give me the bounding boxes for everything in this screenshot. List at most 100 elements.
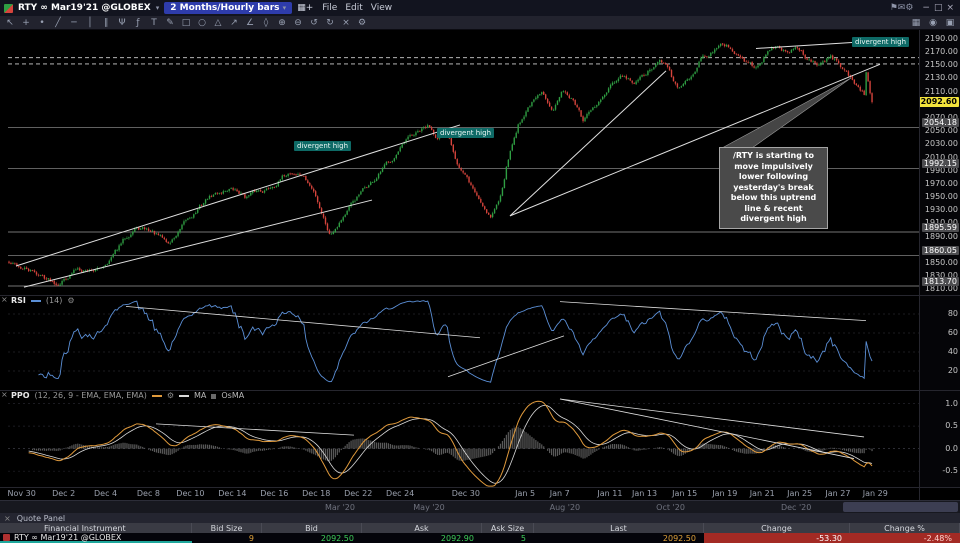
column-header-change[interactable]: Change [704, 523, 850, 533]
window-controls: − □ × [920, 3, 956, 13]
close-button[interactable]: × [946, 3, 954, 13]
maximize-button[interactable]: □ [933, 3, 943, 13]
rectangle-icon[interactable]: □ [181, 17, 191, 28]
redo-icon[interactable]: ↻ [326, 17, 334, 28]
menu-bar: File Edit View [318, 3, 396, 13]
last-cell: 2092.50 [662, 533, 696, 543]
ppo-settings-icon[interactable]: ⚙ [166, 391, 174, 400]
chart-grid-icon[interactable]: ▦ [297, 3, 306, 13]
parallel-channel-icon[interactable]: ∥ [103, 17, 109, 28]
panel-toggle-icon[interactable]: ▣ [945, 17, 955, 28]
column-header-bid[interactable]: Bid [262, 523, 362, 533]
price-tick: 1850.00 [924, 258, 958, 268]
price-level-badge: 2054.18 [921, 118, 959, 128]
symbol-selector[interactable]: RTY ∞ Mar19'21 @GLOBEX [18, 3, 151, 13]
alert-flag-icon[interactable]: ⚑ [889, 3, 898, 13]
analysis-callout[interactable]: /RTY is starting to move impulsively low… [719, 147, 828, 229]
column-header-change-[interactable]: Change % [850, 523, 960, 533]
timeframe-button[interactable]: 2 Months/Hourly bars ▾ [164, 2, 293, 14]
date-label: Jan 11 [597, 489, 623, 498]
delete-icon[interactable]: × [342, 17, 350, 28]
menu-edit[interactable]: Edit [345, 3, 363, 13]
ppo-tick: 0.5 [945, 421, 958, 431]
ppo-label: PPO [11, 391, 30, 400]
arrow-tool-icon[interactable]: ↗ [230, 17, 238, 28]
scrollbar-month-label: Aug '20 [549, 503, 581, 512]
grid-layout-icon[interactable]: ▦ [911, 17, 921, 28]
column-header-ask[interactable]: Ask [362, 523, 482, 533]
compare-icon[interactable]: + [305, 3, 314, 13]
toolbar-right-tools: ▦ ◉ ▣ [909, 17, 957, 29]
price-level-badge: 1860.05 [921, 246, 959, 256]
fibonacci-icon[interactable]: ƒ [136, 17, 140, 28]
symbol-caret-icon[interactable]: ▾ [155, 4, 160, 12]
instrument-cell[interactable]: RTY ∞ Mar19'21 @GLOBEX [0, 533, 192, 543]
price-tick: 2110.00 [924, 86, 958, 96]
trend-line-icon[interactable]: ╱ [55, 17, 61, 28]
snapshot-icon[interactable]: ◉ [929, 17, 937, 28]
ppo-tick: 1.0 [945, 398, 958, 408]
angle-icon[interactable]: ∠ [245, 17, 255, 28]
panel-separator [0, 295, 960, 296]
rsi-tick: 40 [947, 347, 958, 356]
menu-file[interactable]: File [322, 3, 338, 13]
ppo-plot[interactable] [8, 390, 920, 487]
quote-panel-close-icon[interactable]: × [4, 513, 11, 523]
column-header-financial-instrument[interactable]: Financial Instrument [0, 523, 192, 533]
triangle-icon[interactable]: △ [214, 17, 222, 28]
rsi-close-icon[interactable]: × [1, 295, 8, 304]
column-header-ask-size[interactable]: Ask Size [482, 523, 534, 533]
ma-line-swatch [179, 395, 189, 397]
divergent-high-badge[interactable]: divergent high [852, 37, 910, 47]
horizontal-line-icon[interactable]: ─ [71, 17, 77, 28]
ppo-panel[interactable] [8, 390, 920, 487]
rsi-panel[interactable] [8, 295, 920, 390]
note-icon[interactable]: ✎ [166, 17, 174, 28]
price-level-badge: 1992.15 [921, 159, 959, 169]
osma-swatch [211, 393, 217, 399]
pitchfork-icon[interactable]: Ψ [118, 17, 126, 28]
divergent-high-badge[interactable]: divergent high [294, 141, 352, 151]
minimize-button[interactable]: − [922, 3, 930, 13]
rsi-plot[interactable] [8, 295, 920, 390]
ellipse-icon[interactable]: ○ [198, 17, 206, 28]
point-icon[interactable]: • [39, 17, 45, 28]
divergent-high-badge[interactable]: divergent high [437, 128, 495, 138]
scrollbar-thumb[interactable] [842, 502, 959, 512]
crosshair-icon[interactable]: + [22, 17, 30, 28]
zoom-out-icon[interactable]: ⊖ [294, 17, 302, 28]
title-bar: RTY ∞ Mar19'21 @GLOBEX ▾ 2 Months/Hourly… [0, 0, 960, 16]
eraser-icon[interactable]: ◊ [263, 17, 269, 28]
quote-row[interactable]: RTY ∞ Mar19'21 @GLOBEX 9 2092.50 2092.90… [0, 533, 960, 543]
settings-gear-icon[interactable]: ⚙ [905, 3, 914, 13]
text-tool-icon[interactable]: T [151, 17, 157, 28]
column-header-last[interactable]: Last [534, 523, 704, 533]
menu-view[interactable]: View [370, 3, 393, 13]
message-icon[interactable]: ✉ [897, 3, 906, 13]
zoom-in-icon[interactable]: ⊕ [278, 17, 286, 28]
price-axis[interactable]: 2190.00 2170.00 2150.00 2130.00 2110.00 2070.… [918, 30, 960, 295]
rsi-settings-icon[interactable]: ⚙ [67, 296, 75, 305]
price-tick: 1890.00 [924, 231, 958, 241]
chart-scrollbar[interactable]: Mar '20 May '20 Aug '20 Oct '20 Dec '20 [0, 500, 960, 513]
rsi-axis: 80 60 40 20 [920, 295, 960, 390]
quote-panel-title: Quote Panel [16, 513, 66, 523]
undo-icon[interactable]: ↺ [310, 17, 318, 28]
scrollbar-month-label: Oct '20 [656, 503, 685, 512]
price-level-badge: 1813.70 [921, 276, 959, 286]
vertical-line-icon[interactable]: │ [87, 17, 93, 28]
date-axis[interactable]: Nov 30 Dec 2 Dec 4 Dec 8 Dec 10 Dec 14 Dec 16 D… [8, 487, 920, 500]
ask-cell: 2092.90 [440, 533, 474, 543]
column-header-bid-size[interactable]: Bid Size [192, 523, 262, 533]
tool-settings-icon[interactable]: ⚙ [357, 17, 367, 28]
date-label: Dec 30 [451, 489, 480, 498]
date-label: Dec 10 [176, 489, 205, 498]
rsi-params: (14) [45, 296, 63, 305]
cursor-icon[interactable]: ↖ [6, 17, 14, 28]
date-label: Jan 21 [749, 489, 775, 498]
ma-label: MA [194, 391, 207, 400]
ppo-close-icon[interactable]: × [1, 390, 8, 399]
price-tick: 1830.00 [924, 271, 958, 281]
